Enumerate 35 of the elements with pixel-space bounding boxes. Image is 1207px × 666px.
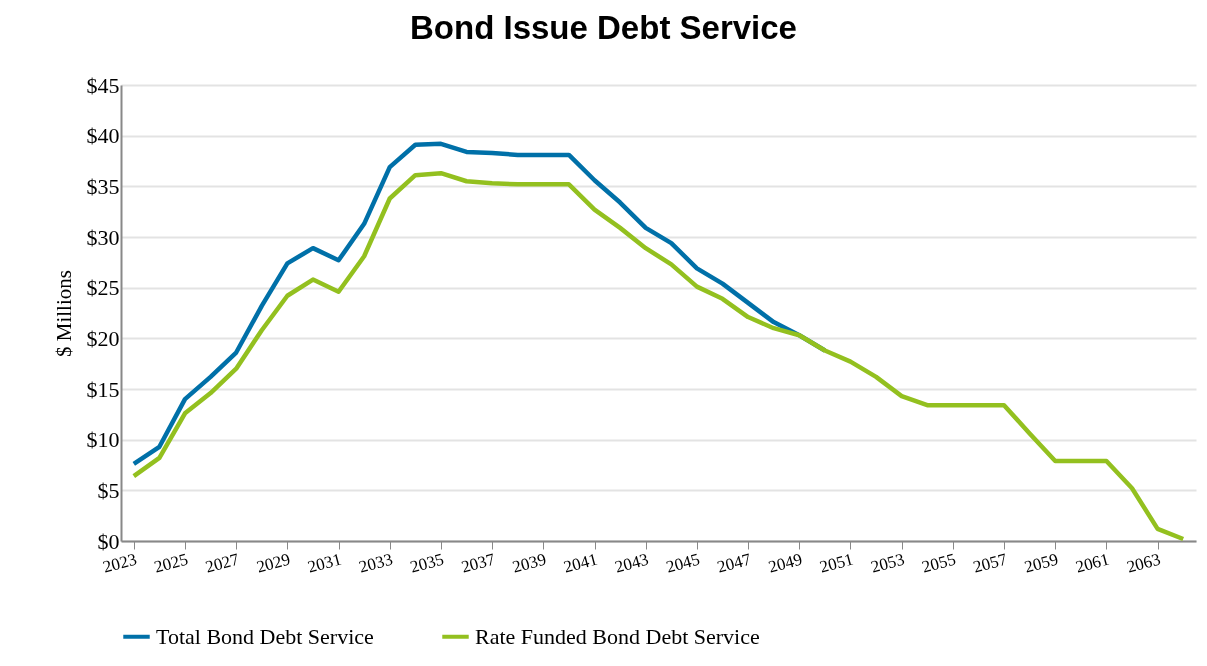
- y-tick-label: $5: [97, 477, 120, 503]
- y-tick-label: $40: [86, 123, 120, 149]
- x-tick-label: 2049: [766, 549, 805, 577]
- x-tick-label: 2059: [1022, 549, 1061, 577]
- y-tick-label: $15: [86, 376, 120, 402]
- x-tick-label: 2027: [203, 549, 242, 577]
- x-tick-label: 2043: [612, 549, 651, 577]
- y-tick-label: $35: [86, 173, 120, 199]
- y-tick-label: $45: [86, 72, 120, 98]
- y-tick-label: $20: [86, 325, 120, 351]
- x-tick-label: 2051: [817, 549, 856, 577]
- x-tick-label: 2053: [868, 549, 907, 577]
- x-tick-label: 2055: [919, 549, 958, 577]
- y-tick-label: $10: [86, 427, 120, 453]
- x-tick-label: 2039: [510, 549, 549, 577]
- legend-label: Total Bond Debt Service: [156, 623, 374, 649]
- x-tick-label: 2029: [254, 549, 293, 577]
- line-series: [131, 170, 1186, 542]
- x-tick-label: 2037: [459, 549, 498, 577]
- x-tick-label: 2057: [971, 549, 1010, 577]
- x-tick-label: 2063: [1124, 549, 1163, 577]
- x-tick-label: 2047: [715, 549, 754, 577]
- x-tick-label: 2025: [152, 549, 190, 577]
- y-tick-label: $25: [86, 275, 120, 301]
- x-tick-label: 2031: [305, 549, 344, 577]
- x-tick-label: 2035: [408, 549, 446, 577]
- legend-label: Rate Funded Bond Debt Service: [475, 623, 760, 649]
- chart-title: Bond Issue Debt Service: [410, 9, 797, 46]
- y-axis-title: $ Millions: [51, 270, 76, 357]
- y-tick-label: $30: [86, 224, 120, 250]
- x-tick-label: 2033: [356, 549, 395, 577]
- x-tick-label: 2041: [561, 549, 600, 577]
- x-tick-label: 2061: [1073, 549, 1112, 577]
- x-tick-label: 2045: [664, 549, 702, 577]
- y-tick-label: $0: [97, 528, 120, 554]
